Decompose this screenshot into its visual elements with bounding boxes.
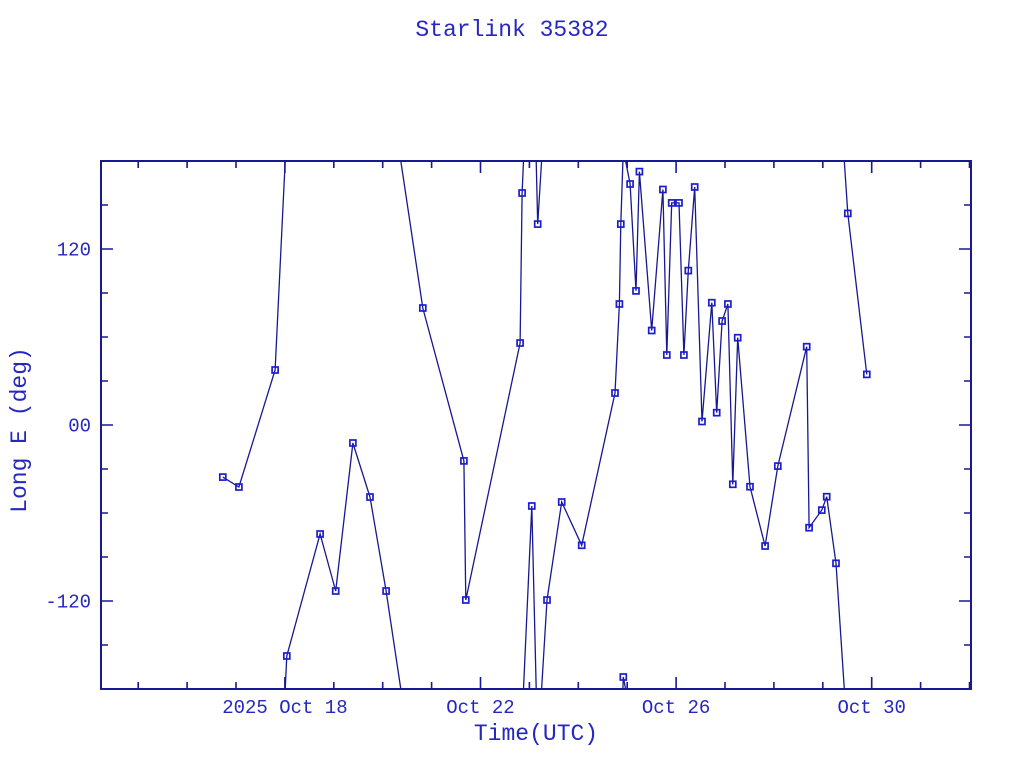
data-point-marker <box>577 541 586 550</box>
data-point-marker <box>349 439 357 447</box>
data-point-marker <box>543 596 551 604</box>
data-point-marker <box>460 457 468 465</box>
data-point-marker <box>817 506 826 514</box>
data-point-marker <box>698 417 706 426</box>
y-tick-label: 00 <box>68 416 91 438</box>
x-axis-title: Time(UTC) <box>473 721 599 747</box>
data-point-marker <box>746 482 754 491</box>
x-tick-label: 2025 Oct 18 <box>222 697 347 719</box>
data-point-marker <box>761 542 769 550</box>
data-point-marker <box>518 189 526 197</box>
data-point-marker <box>718 317 726 325</box>
data-point-marker <box>271 366 279 374</box>
data-point-marker <box>635 167 644 176</box>
data-point-marker <box>805 523 813 532</box>
plot-frame <box>100 160 972 690</box>
data-point-marker <box>382 587 390 595</box>
data-point-marker <box>862 370 871 379</box>
data-point-marker <box>662 351 671 359</box>
data-point-marker <box>418 304 427 312</box>
data-series-path <box>222 160 868 690</box>
data-point-marker <box>461 596 470 604</box>
data-point-marker <box>647 326 656 335</box>
data-point-marker <box>616 220 625 228</box>
data-point-marker <box>527 502 536 510</box>
data-point-marker <box>331 587 340 595</box>
data-point-marker <box>366 493 374 501</box>
data-point-marker <box>615 300 624 308</box>
axis-ticks <box>101 161 971 689</box>
data-point-marker <box>712 408 721 417</box>
x-tick-label: Oct 22 <box>446 697 514 719</box>
data-point-marker <box>316 530 324 538</box>
data-point-marker <box>667 199 676 207</box>
data-point-marker <box>832 559 840 568</box>
data-point-marker <box>684 266 693 275</box>
data-point-marker <box>619 673 628 681</box>
data-point-marker <box>675 199 683 207</box>
data-point-marker <box>733 333 742 342</box>
data-point-marker <box>690 183 699 191</box>
data-point-marker <box>533 220 542 228</box>
x-tick-label: Oct 26 <box>642 697 710 719</box>
x-tick-label: Oct 30 <box>837 697 905 719</box>
data-point-marker <box>282 652 291 660</box>
data-point-marker <box>235 483 243 491</box>
data-point-marker <box>659 185 667 194</box>
y-tick-label: 120 <box>57 240 91 262</box>
data-point-marker <box>843 209 852 218</box>
data-point-marker <box>626 180 634 188</box>
data-point-marker <box>632 287 640 295</box>
data-point-marker <box>728 480 737 489</box>
data-point-marker <box>611 389 619 397</box>
data-point-marker <box>218 473 227 481</box>
data-point-marker <box>516 339 524 347</box>
data-point-marker <box>557 498 566 506</box>
plot-title: Starlink 35382 <box>415 17 609 43</box>
y-tick-label: -120 <box>45 592 91 614</box>
data-point-marker <box>822 492 831 501</box>
data-point-marker <box>680 351 688 359</box>
data-point-marker <box>707 298 716 307</box>
data-point-marker <box>802 342 811 351</box>
data-point-marker <box>724 300 732 308</box>
data-point-marker <box>773 462 782 470</box>
